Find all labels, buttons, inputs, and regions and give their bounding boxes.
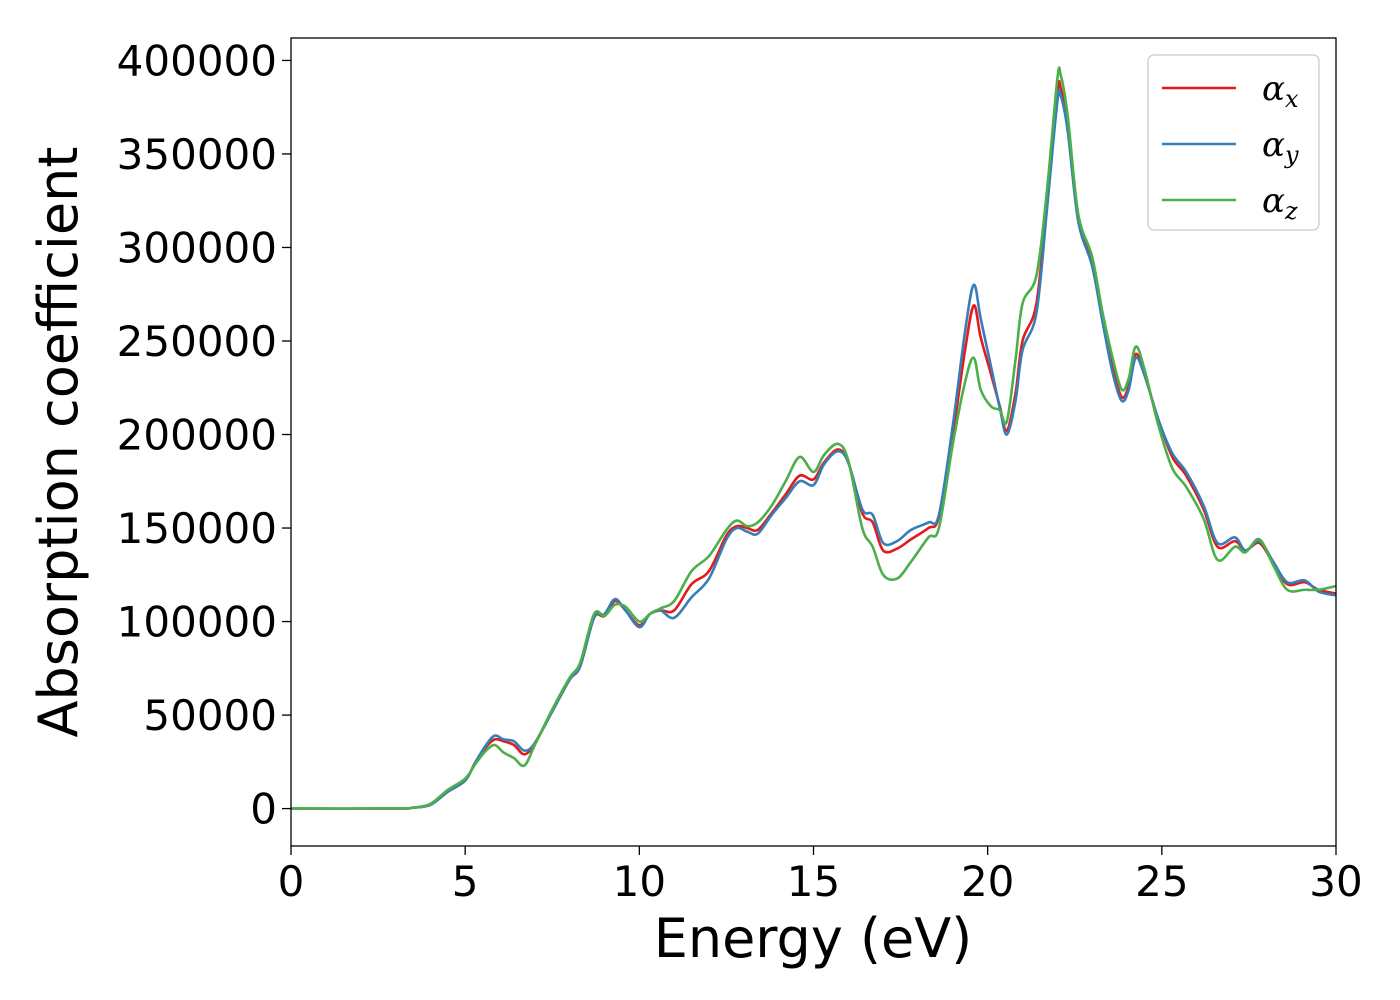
series-line-z — [291, 66, 1336, 810]
x-tick-label: 30 — [1309, 857, 1362, 906]
y-tick-label: 400000 — [117, 36, 277, 85]
x-tick-label: 5 — [452, 857, 479, 906]
series-lines — [291, 66, 1336, 810]
x-tick-label: 25 — [1135, 857, 1188, 906]
x-axis-title: Energy (eV) — [654, 907, 973, 970]
y-tick-label: 0 — [250, 785, 277, 834]
y-axis: 0 50000 100000 150000 200000 250000 300000 3500… — [117, 36, 291, 834]
legend-box — [1147, 54, 1320, 231]
x-tick-label: 15 — [787, 857, 840, 906]
legend-label-y: αy — [1262, 125, 1299, 169]
y-axis-title: Absorption coefficient — [27, 147, 90, 738]
y-tick-label: 350000 — [117, 130, 277, 179]
y-tick-label: 100000 — [117, 598, 277, 647]
x-tick-label: 10 — [613, 857, 666, 906]
y-tick-label: 150000 — [117, 504, 277, 553]
legend: αx αy αz — [1147, 54, 1320, 231]
legend-label-x: αx — [1262, 69, 1299, 113]
legend-label-z: αz — [1262, 181, 1298, 225]
y-tick-label: 250000 — [117, 317, 277, 366]
y-tick-label: 50000 — [143, 691, 277, 740]
x-axis: 0 5 10 15 20 25 30 — [278, 846, 1363, 906]
x-tick-label: 20 — [961, 857, 1014, 906]
y-tick-label: 200000 — [117, 411, 277, 460]
y-tick-label: 300000 — [117, 223, 277, 272]
x-tick-label: 0 — [278, 857, 305, 906]
